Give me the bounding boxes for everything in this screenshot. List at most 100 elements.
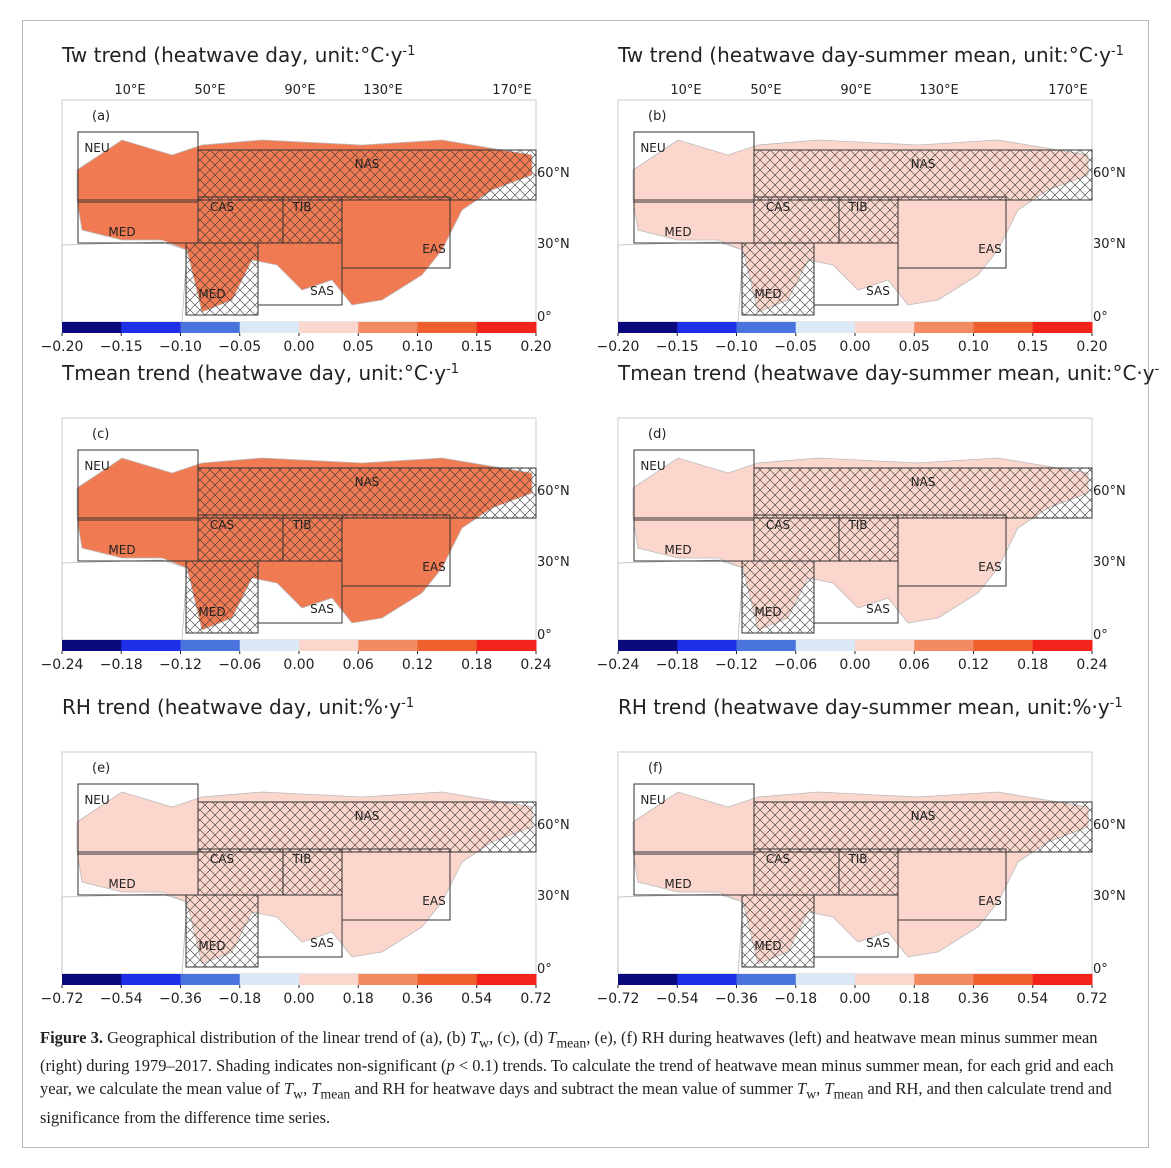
lon-label: 10°E: [670, 83, 701, 98]
region-label: NAS: [355, 157, 380, 171]
colorbar-tick-label: −0.05: [774, 339, 817, 355]
colorbar-segment: [358, 322, 418, 333]
colorbar-tick-label: −0.15: [100, 339, 143, 355]
colorbar-tick-label: 0.18: [899, 991, 930, 1007]
lat-label: 30°N: [537, 555, 570, 570]
colorbar-tick-label: 0.10: [958, 339, 989, 355]
region-box: [197, 467, 537, 519]
region-label: NEU: [640, 793, 665, 807]
title-superscript: -1: [1110, 696, 1123, 711]
panel-title: Tw trend (heatwave day-summer mean, unit…: [617, 43, 1124, 67]
region-label: NEU: [640, 141, 665, 155]
region-label: TIB: [291, 518, 311, 532]
colorbar-segment: [973, 640, 1034, 651]
caption-text: Geographical distribution of the linear …: [102, 1028, 470, 1047]
caption-symbol: T: [283, 1079, 294, 1099]
caption-symbol: T: [311, 1079, 321, 1099]
region-label: MED: [198, 287, 225, 301]
region-label: EAS: [978, 894, 1001, 908]
lon-label: 170°E: [1048, 83, 1088, 98]
region-label: MED: [108, 877, 135, 891]
significance-hatch: [754, 515, 839, 561]
colorbar-segment: [677, 640, 737, 651]
colorbar-tick-label: 0.20: [1076, 339, 1107, 355]
significance-hatch: [186, 243, 258, 315]
region-box: [741, 894, 815, 968]
significance-hatch: [742, 561, 814, 633]
region-label: NAS: [911, 475, 936, 489]
region-label: CAS: [766, 518, 790, 532]
colorbar-tick-label: 0.06: [343, 657, 374, 673]
region-label: CAS: [766, 852, 790, 866]
region-label: MED: [664, 877, 691, 891]
caption-subscript: mean: [320, 1086, 351, 1102]
region-label: EAS: [422, 560, 445, 574]
lon-label: 10°E: [114, 83, 145, 98]
significance-hatch: [186, 561, 258, 633]
colorbar-segment: [358, 974, 418, 985]
colorbar-segment: [1032, 640, 1093, 651]
lat-label: 0°: [1093, 628, 1108, 643]
caption-symbol: T: [824, 1079, 834, 1099]
figure-frame: [22, 20, 1149, 1148]
colorbar-tick-label: 0.00: [283, 991, 314, 1007]
colorbar-segment: [180, 322, 241, 333]
significance-hatch: [754, 197, 839, 243]
panel-title: Tmean trend (heatwave day-summer mean, u…: [617, 361, 1160, 385]
region-label: TIB: [847, 200, 867, 214]
caption-subscript: mean: [556, 1035, 587, 1051]
colorbar-tick-label: 0.20: [520, 339, 551, 355]
caption-symbol: T: [797, 1079, 807, 1099]
region-label: EAS: [978, 242, 1001, 256]
colorbar-segment: [914, 974, 974, 985]
region-label: NEU: [84, 141, 109, 155]
colorbar-segment: [239, 974, 300, 985]
region-box: [185, 894, 259, 968]
colorbar-segment: [299, 322, 359, 333]
colorbar-tick-label: −0.36: [159, 991, 202, 1007]
region-label: SAS: [866, 284, 890, 298]
region-label: EAS: [422, 242, 445, 256]
region-box: [741, 560, 815, 634]
title-text: RH trend (heatwave day, unit:%·y: [62, 695, 401, 719]
figure: Tw trend (heatwave day, unit:°C·y-1NEUNA…: [41, 43, 1160, 1007]
region-label: MED: [664, 543, 691, 557]
colorbar-segment: [299, 974, 359, 985]
colorbar-segment: [62, 974, 122, 985]
colorbar-segment: [736, 974, 797, 985]
colorbar-tick-label: 0.12: [402, 657, 433, 673]
colorbar-tick-label: −0.18: [100, 657, 143, 673]
colorbar-segment: [795, 640, 856, 651]
significance-hatch: [839, 849, 898, 895]
region-label: NAS: [355, 809, 380, 823]
significance-hatch: [283, 849, 342, 895]
colorbar-segment: [973, 974, 1034, 985]
title-text: Tmean trend (heatwave day, unit:°C·y: [61, 361, 446, 385]
colorbar-tick-label: −0.72: [41, 991, 84, 1007]
caption-subscript: w: [806, 1086, 817, 1102]
title-superscript: -: [1155, 362, 1160, 377]
title-superscript: -1: [446, 362, 459, 377]
colorbar-tick-label: −0.36: [715, 991, 758, 1007]
colorbar-segment: [1032, 974, 1093, 985]
caption-text: ,: [816, 1079, 825, 1099]
colorbar-tick-label: 0.24: [520, 657, 551, 673]
lon-label: 50°E: [194, 83, 225, 98]
colorbar-segment: [677, 322, 737, 333]
caption-text: and RH, and then calculate trend and sig…: [40, 1079, 1112, 1127]
region-box: [753, 801, 1093, 853]
region-label: CAS: [210, 200, 234, 214]
colorbar-tick-label: −0.10: [715, 339, 758, 355]
colorbar-segment: [180, 640, 241, 651]
panel-label: (b): [648, 109, 666, 124]
colorbar-tick-label: −0.72: [597, 991, 640, 1007]
colorbar-segment: [914, 640, 974, 651]
significance-hatch: [742, 243, 814, 315]
caption-subscript: w: [479, 1035, 490, 1051]
caption-subscript: mean: [833, 1086, 864, 1102]
significance-hatch: [198, 150, 536, 200]
colorbar-segment: [121, 974, 181, 985]
region-label: MED: [198, 605, 225, 619]
colorbar-segment: [417, 640, 478, 651]
region-box: [185, 560, 259, 634]
